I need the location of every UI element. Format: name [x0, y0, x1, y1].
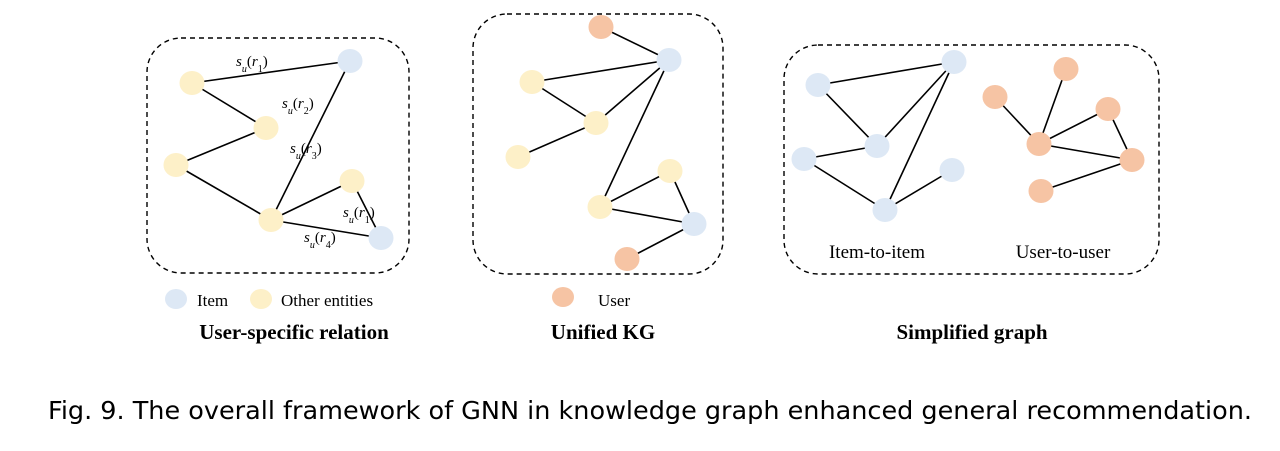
- edge-e-f: [270, 180, 353, 221]
- edge-weight-label: su(r4): [304, 230, 336, 251]
- legend: Item Other entities User: [165, 287, 630, 310]
- user-node: [588, 15, 614, 39]
- item-node: [656, 48, 682, 72]
- edge-i1-e4: [599, 59, 670, 208]
- user-node: [1028, 179, 1054, 203]
- item-node: [791, 147, 817, 171]
- entity-node: [339, 169, 365, 193]
- edge-weight-label: su(r3): [290, 141, 322, 162]
- edge-e4-i2: [599, 206, 695, 225]
- edge-b-a: [191, 60, 351, 84]
- edge-q6-q5: [1040, 159, 1133, 192]
- figure-caption: Fig. 9. The overall framework of GNN in …: [48, 396, 1252, 425]
- edge-e1-e2: [531, 81, 597, 124]
- user-node: [614, 247, 640, 271]
- panel-frame-unified-kg: [472, 13, 724, 275]
- item-node: [941, 50, 967, 74]
- legend-item-swatch: [165, 289, 187, 309]
- edge-e-g: [270, 219, 382, 239]
- edge-p2-p5: [884, 61, 955, 211]
- edge-c-d: [175, 127, 267, 166]
- user-node: [1026, 132, 1052, 156]
- entity-node: [258, 208, 284, 232]
- edge-p1-p2: [817, 61, 955, 86]
- user-node: [1095, 97, 1121, 121]
- edge-weight-label: su(r1): [236, 54, 268, 75]
- edge-i2-u2: [626, 223, 695, 260]
- sublabel-user-to-user: User-to-user: [1016, 242, 1111, 263]
- user-node: [1119, 148, 1145, 172]
- legend-user-label: User: [598, 291, 630, 310]
- legend-user-swatch: [552, 287, 574, 307]
- user-node: [1053, 57, 1079, 81]
- entity-node: [253, 116, 279, 140]
- edge-d-e: [175, 164, 272, 221]
- edge-e2-i1: [595, 59, 670, 124]
- user-node: [982, 85, 1008, 109]
- entity-node: [657, 159, 683, 183]
- legend-entity-label: Other entities: [281, 291, 373, 310]
- item-node: [681, 212, 707, 236]
- panel-title-simplified: Simplified graph: [896, 320, 1047, 344]
- panel-title-user-specific: User-specific relation: [199, 320, 389, 344]
- item-node: [864, 134, 890, 158]
- item-node: [872, 198, 898, 222]
- edge-weight-label: su(r1): [343, 205, 375, 226]
- entity-node: [583, 111, 609, 135]
- entity-node: [505, 145, 531, 169]
- edge-a-e: [270, 60, 351, 221]
- edge-p6-p5: [884, 169, 953, 211]
- edge-q4-q3: [1038, 108, 1109, 145]
- edge-weight-label: su(r2): [282, 96, 314, 117]
- nodes: [163, 15, 1145, 271]
- edge-q4-q5: [1038, 143, 1133, 161]
- edge-e2-e3: [517, 122, 597, 158]
- panel-title-unified-kg: Unified KG: [551, 320, 655, 344]
- edges: [175, 26, 1133, 260]
- item-node: [805, 73, 831, 97]
- edge-labels: su(r1) su(r2) su(r3) su(r1) su(r4): [236, 54, 375, 251]
- item-node: [337, 49, 363, 73]
- edge-p1-p4: [817, 84, 878, 147]
- item-node: [368, 226, 394, 250]
- legend-item-label: Item: [197, 291, 228, 310]
- edge-b-c: [191, 82, 267, 129]
- entity-node: [163, 153, 189, 177]
- entity-node: [587, 195, 613, 219]
- edge-q2-q4: [1038, 68, 1067, 145]
- edge-e4-e5: [599, 170, 671, 208]
- edge-p2-p4: [876, 61, 955, 147]
- edge-p3-p5: [803, 158, 886, 211]
- edge-e1-i1: [531, 59, 670, 83]
- edge-u1-i1: [600, 26, 670, 61]
- entity-node: [179, 71, 205, 95]
- legend-entity-swatch: [250, 289, 272, 309]
- item-node: [939, 158, 965, 182]
- entity-node: [519, 70, 545, 94]
- panel-frame-simplified: [783, 44, 1160, 275]
- sublabel-item-to-item: Item-to-item: [829, 242, 925, 263]
